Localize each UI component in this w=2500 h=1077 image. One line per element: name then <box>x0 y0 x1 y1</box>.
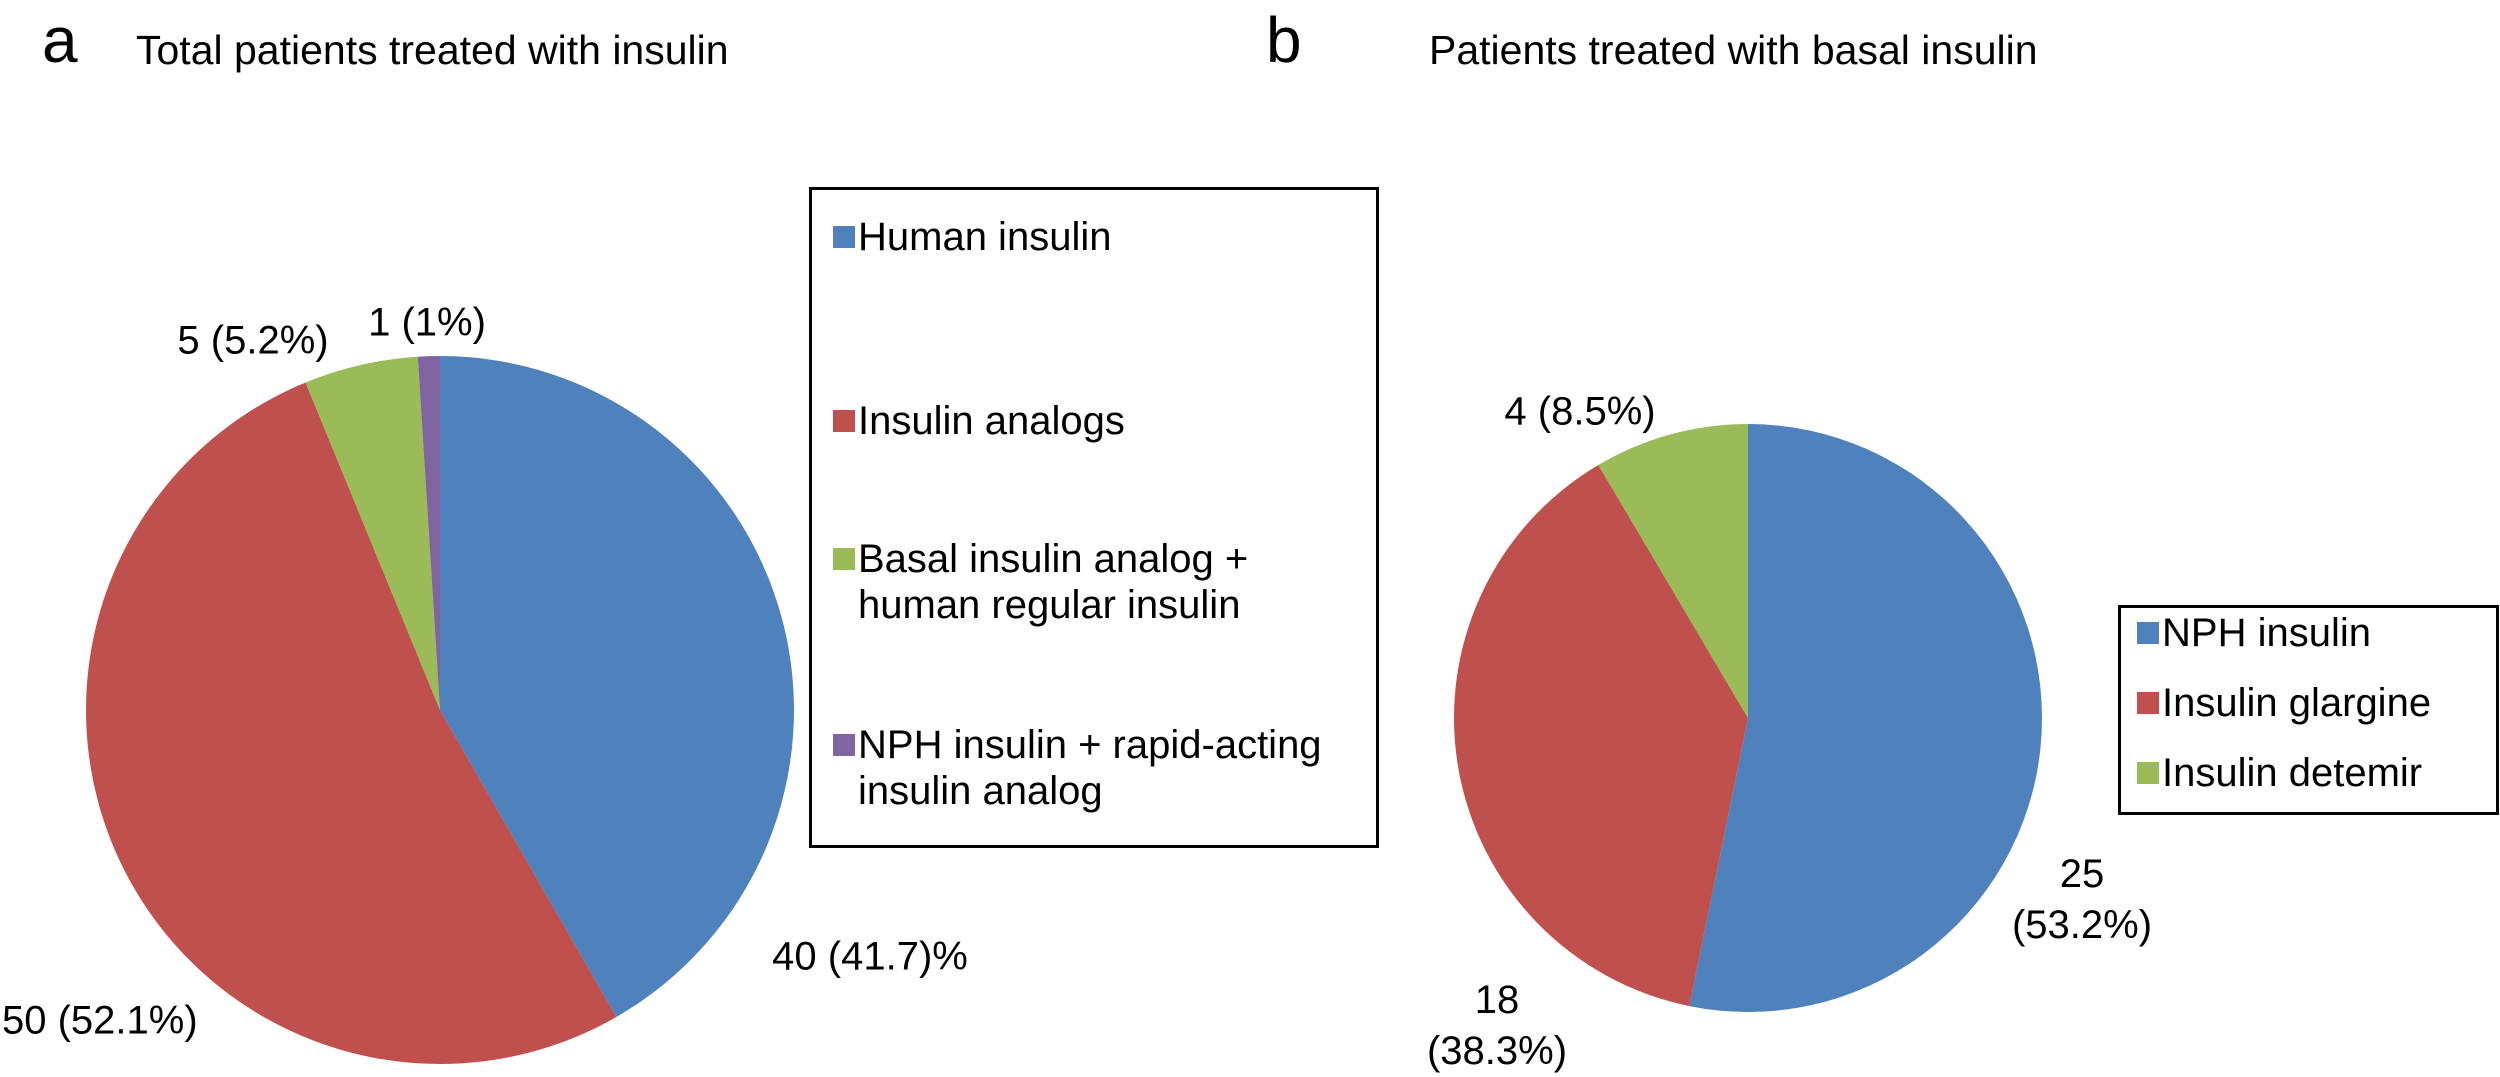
data-label-insulin-glargine: 18 (38.3%) <box>1426 977 1568 1073</box>
pie-chart-basal-insulin <box>1454 424 2042 1012</box>
legend-swatch-blue <box>833 226 855 248</box>
pie-slice <box>1689 424 2042 1012</box>
data-label-insulin-analogs: 50 (52.1%) <box>2 998 198 1043</box>
legend-swatch-purple <box>833 734 855 756</box>
pie-slice <box>1598 424 1748 718</box>
legend-item-label: Insulin detemir <box>2162 751 2423 795</box>
legend-item-label: Insulin analogs <box>858 399 1125 443</box>
legend-item-label: Insulin glargine <box>2162 681 2432 725</box>
legend-item: NPH insulin <box>2137 610 2497 656</box>
legend-a: Human insulin Insulin analogs Basal insu… <box>809 187 1379 848</box>
legend-item: Human insulin <box>833 214 1363 260</box>
pie-slice <box>417 356 440 710</box>
legend-item: Basal insulin analog + human regular ins… <box>833 536 1363 628</box>
legend-item: Insulin glargine <box>2137 680 2497 726</box>
data-label-human-insulin: 40 (41.7)% <box>772 934 968 979</box>
panel-letter-a: a <box>42 4 78 76</box>
pie-slice <box>1454 464 1748 1007</box>
panel-title-a: Total patients treated with insulin <box>136 27 729 73</box>
legend-item-label: Basal insulin analog + human regular ins… <box>858 537 1249 627</box>
legend-b: NPH insulin Insulin glargine Insulin det… <box>2118 605 2499 815</box>
legend-swatch-green <box>833 548 855 570</box>
data-label-nph-plus-rapid: 1 (1%) <box>368 300 486 345</box>
legend-item: Insulin detemir <box>2137 750 2497 796</box>
legend-swatch-green <box>2137 762 2159 784</box>
panel-letter-b: b <box>1266 4 1302 76</box>
legend-item-label: Human insulin <box>858 215 1112 259</box>
pie-chart-total-insulin <box>86 356 794 1064</box>
data-label-insulin-detemir: 4 (8.5%) <box>1504 389 1656 434</box>
panel-title-b: Patients treated with basal insulin <box>1429 27 2038 73</box>
legend-swatch-red <box>2137 692 2159 714</box>
legend-item: Insulin analogs <box>833 398 1363 444</box>
pie-slice <box>86 382 617 1064</box>
legend-item: NPH insulin + rapid-acting insulin analo… <box>833 722 1363 814</box>
legend-item-label: NPH insulin <box>2162 611 2371 655</box>
legend-swatch-red <box>833 410 855 432</box>
data-label-basal-analog-plus-regular: 5 (5.2%) <box>177 318 329 363</box>
pie-slice <box>305 356 440 710</box>
legend-swatch-blue <box>2137 622 2159 644</box>
data-label-nph-insulin: 25 (53.2%) <box>2011 851 2153 947</box>
pie-slice <box>440 356 794 1017</box>
legend-item-label: NPH insulin + rapid-acting insulin analo… <box>858 723 1322 813</box>
